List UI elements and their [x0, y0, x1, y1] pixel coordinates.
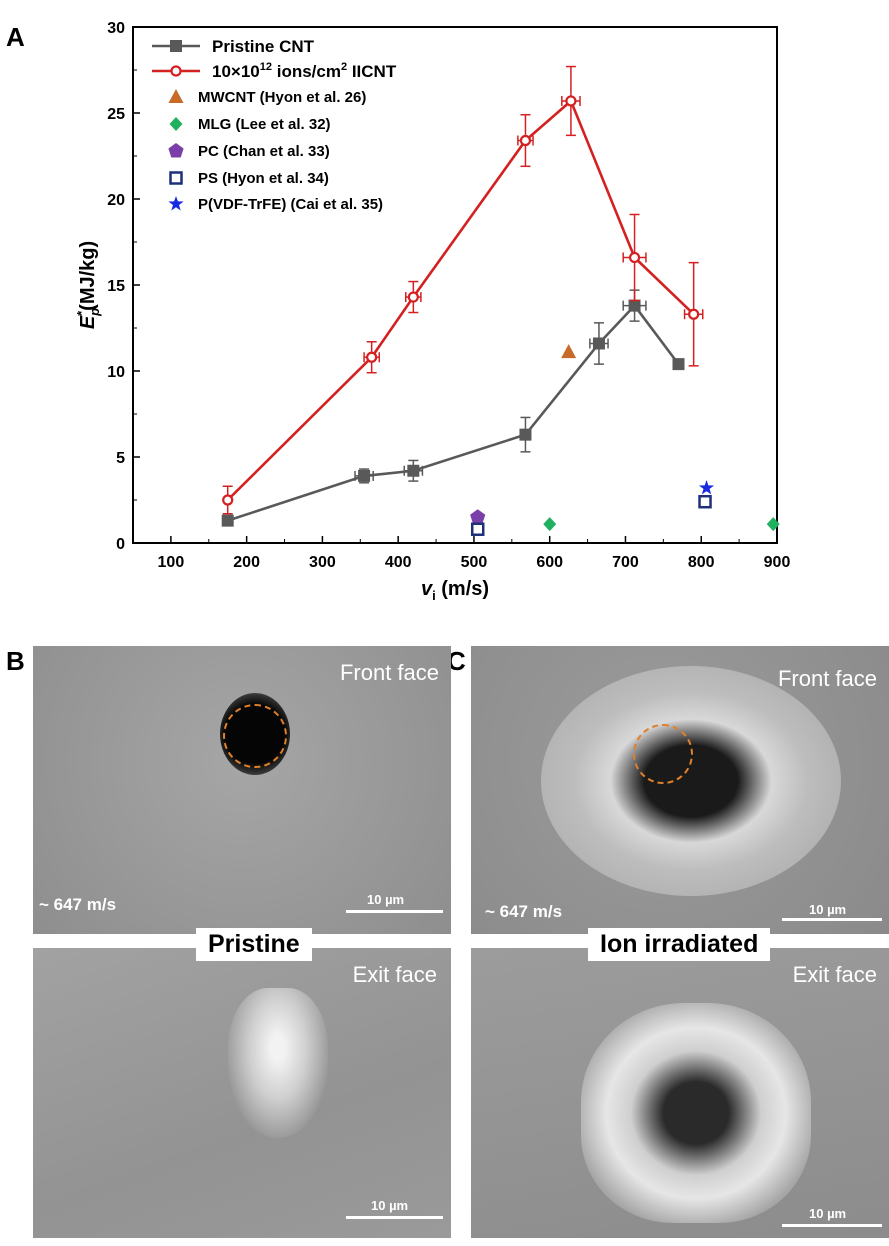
legend-marker — [168, 196, 184, 211]
legend-marker — [170, 40, 182, 52]
data-point — [519, 134, 532, 147]
legend-label: PC (Chan et al. 33) — [198, 143, 330, 160]
data-point — [407, 291, 419, 303]
data-point — [221, 514, 234, 527]
y-tick-label: 25 — [107, 106, 125, 123]
irradiated-front-micrograph: Front face ~ 647 m/s 10 µm — [471, 646, 889, 934]
y-tick-label: 30 — [107, 20, 125, 37]
reference-point-2 — [470, 509, 486, 524]
exit-fiber-bulge — [228, 988, 328, 1138]
legend-label: Pristine CNT — [212, 37, 315, 56]
legend-marker — [169, 171, 183, 185]
x-tick-label: 500 — [461, 554, 488, 571]
legend-marker — [170, 65, 182, 77]
legend-label: MWCNT (Hyon et al. 26) — [198, 89, 366, 106]
front-face-label: Front face — [339, 660, 439, 685]
reference-point-1 — [766, 517, 780, 532]
pristine-label: Pristine — [196, 928, 312, 961]
data-point — [519, 428, 532, 441]
x-axis-label: vi (m/s) — [421, 578, 489, 603]
series-line — [226, 98, 695, 501]
data-point — [222, 494, 234, 506]
series-0 — [221, 289, 685, 527]
x-tick-label: 700 — [612, 554, 639, 571]
panel-b-label: B — [6, 646, 25, 676]
legend-label: PS (Hyon et al. 34) — [198, 170, 329, 187]
x-tick-label: 600 — [536, 554, 563, 571]
reference-point-0 — [561, 344, 577, 359]
scale-bar — [782, 1224, 882, 1227]
legend-marker — [168, 143, 184, 158]
impact-speed-label: ~ 647 m/s — [39, 895, 117, 914]
reference-point-1 — [543, 517, 557, 532]
data-point — [366, 351, 378, 363]
legend: Pristine CNT 10×1012 ions/cm2 IICNT MWCNT … — [152, 37, 397, 213]
reference-point-3 — [470, 522, 485, 536]
y-tick-label: 0 — [116, 536, 125, 553]
panel-a-label: A — [6, 22, 25, 52]
scale-bar — [346, 910, 443, 913]
x-tick-label: 800 — [688, 554, 715, 571]
exit-face-label: Exit face — [792, 962, 877, 987]
projectile-outline — [223, 704, 287, 768]
x-tick-label: 900 — [764, 554, 791, 571]
scale-bar — [346, 1216, 443, 1219]
series-line — [227, 303, 680, 522]
exit-fiber-damage — [581, 1003, 811, 1223]
panel-c-label: C — [447, 646, 466, 676]
legend-marker — [168, 89, 184, 103]
reference-point-3 — [698, 494, 712, 509]
y-tick-label: 5 — [116, 450, 125, 467]
axes: 100 200 300 400 500 600 700 800 900 0 5 10 15 20 25 30 v… — [74, 20, 790, 603]
data-point — [672, 358, 685, 371]
fiber-damage-zone — [541, 666, 841, 896]
scale-bar-label: 10 µm — [367, 892, 405, 907]
legend-label: 10×1012 ions/cm2 IICNT — [212, 61, 397, 81]
x-tick-label: 200 — [233, 554, 260, 571]
data-point — [628, 299, 641, 312]
series-layer — [221, 65, 780, 536]
scale-bar-label: 10 µm — [371, 1198, 409, 1213]
legend-marker — [169, 117, 183, 131]
y-tick-label: 10 — [107, 364, 125, 381]
irradiated-label: Ion irradiated — [588, 928, 771, 961]
pristine-front-micrograph: Front face ~ 647 m/s 10 µm — [33, 646, 451, 934]
front-face-label: Front face — [777, 666, 877, 691]
data-point — [688, 308, 700, 320]
scale-bar-label: 10 µm — [809, 902, 847, 917]
x-tick-label: 100 — [158, 554, 185, 571]
exit-face-label: Exit face — [352, 962, 437, 987]
data-point — [407, 464, 420, 477]
legend-label: MLG (Lee et al. 32) — [198, 116, 331, 133]
scale-bar — [782, 918, 882, 921]
impact-speed-label: ~ 647 m/s — [485, 902, 563, 921]
irradiated-exit-micrograph: Exit face 10 µm — [471, 948, 889, 1238]
scale-bar-label: 10 µm — [809, 1206, 847, 1221]
data-point — [628, 251, 641, 264]
x-tick-label: 400 — [385, 554, 412, 571]
y-tick-label: 15 — [107, 278, 125, 295]
pristine-exit-micrograph: Exit face 10 µm — [33, 948, 451, 1238]
y-axis-label: Ep*(MJ/kg) — [74, 241, 102, 329]
data-point — [358, 469, 371, 482]
legend-label: P(VDF-TrFE) (Cai et al. 35) — [198, 196, 383, 213]
data-point — [565, 95, 577, 107]
x-tick-label: 300 — [309, 554, 336, 571]
projectile-outline — [633, 724, 693, 784]
data-point — [592, 337, 605, 350]
reference-point-4 — [698, 480, 715, 495]
y-tick-label: 20 — [107, 192, 125, 209]
chart: 100 200 300 400 500 600 700 800 900 0 5 10 15 20 25 30 v… — [74, 20, 790, 603]
series-1 — [222, 65, 704, 515]
